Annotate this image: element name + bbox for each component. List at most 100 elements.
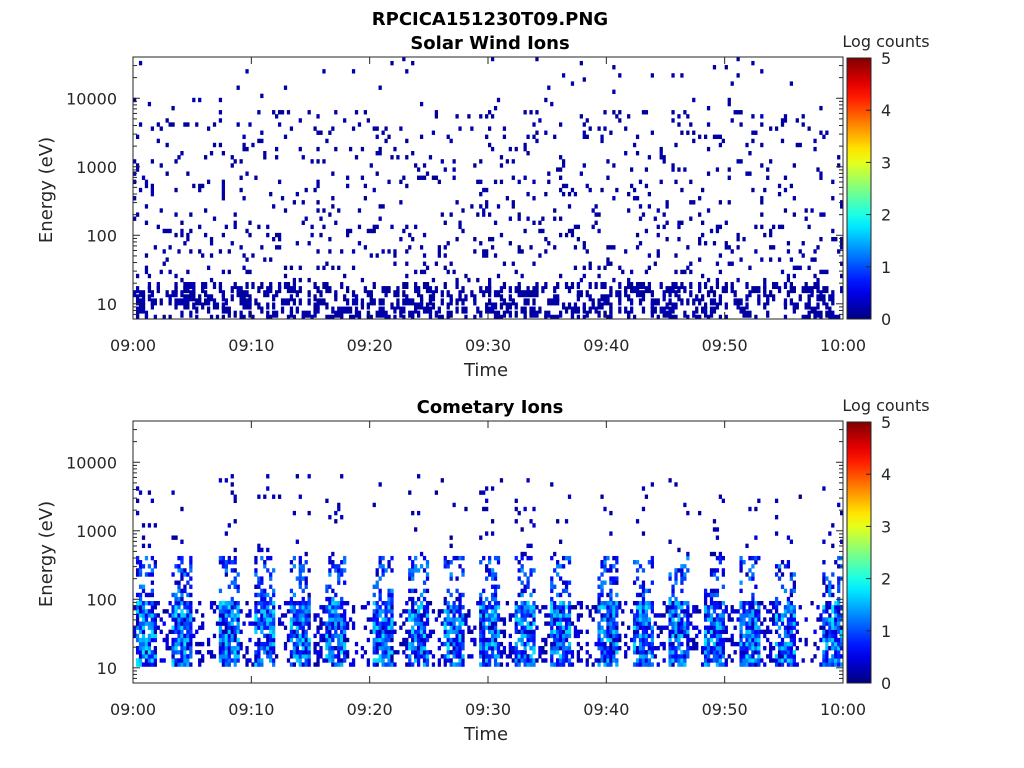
spectrogram-cell bbox=[745, 625, 749, 630]
spectrogram-cell bbox=[343, 658, 347, 663]
spectrogram-cell bbox=[292, 629, 297, 635]
spectrogram-cell bbox=[144, 204, 149, 209]
spectrogram-cell bbox=[813, 257, 817, 262]
spectrogram-cell bbox=[712, 65, 717, 70]
spectrogram-cell bbox=[141, 650, 146, 655]
spectrogram-cell bbox=[390, 662, 394, 667]
spectrogram-cell bbox=[141, 290, 146, 298]
spectrogram-cell bbox=[715, 641, 720, 647]
spectrogram-cell bbox=[292, 555, 297, 561]
spectrogram-cell bbox=[390, 633, 394, 639]
spectrogram-cell bbox=[576, 282, 581, 290]
spectrogram-cell bbox=[579, 290, 583, 298]
spectrogram-cell bbox=[547, 171, 551, 176]
spectrogram-cell bbox=[485, 306, 489, 314]
spectrogram-cell bbox=[325, 658, 329, 663]
spectrogram-cell bbox=[340, 282, 344, 290]
spectrogram-cell bbox=[260, 600, 264, 606]
spectrogram-cell bbox=[331, 126, 335, 131]
spectrogram-cell bbox=[618, 646, 622, 651]
spectrogram-cell bbox=[677, 662, 681, 667]
spectrogram-cell bbox=[600, 605, 604, 610]
spectrogram-cell bbox=[532, 310, 536, 318]
spectrogram-cell bbox=[532, 658, 536, 663]
spectrogram-cell bbox=[449, 662, 453, 667]
spectrogram-cell bbox=[230, 474, 234, 479]
spectrogram-cell bbox=[372, 629, 376, 635]
spectrogram-cell bbox=[585, 641, 589, 647]
spectrogram-cell bbox=[659, 625, 663, 630]
spectrogram-cell bbox=[609, 564, 613, 569]
spectrogram-cell bbox=[366, 228, 370, 234]
spectrogram-cell bbox=[618, 637, 622, 643]
spectrogram-cell bbox=[739, 560, 743, 565]
spectrogram-cell bbox=[792, 641, 796, 647]
spectrogram-cell bbox=[183, 588, 187, 594]
spectrogram-cell bbox=[354, 294, 359, 302]
spectrogram-cell bbox=[248, 310, 252, 318]
spectrogram-cell bbox=[384, 654, 388, 659]
spectrogram-cell bbox=[831, 637, 835, 643]
spectrogram-cell bbox=[277, 494, 282, 499]
spectrogram-cell bbox=[624, 306, 628, 314]
spectrogram-cell bbox=[550, 609, 554, 614]
spectrogram-cell bbox=[698, 212, 702, 217]
spectrogram-cell bbox=[774, 629, 779, 635]
spectrogram-cell bbox=[455, 654, 459, 659]
spectrogram-cell bbox=[384, 629, 388, 635]
spectrogram-cell bbox=[488, 560, 492, 565]
spectrogram-cell bbox=[813, 654, 817, 659]
spectrogram-cell bbox=[183, 617, 187, 622]
spectrogram-cell bbox=[712, 629, 717, 635]
spectrogram-cell bbox=[408, 633, 412, 639]
spectrogram-cell bbox=[712, 646, 717, 651]
spectrogram-cell bbox=[390, 658, 394, 663]
spectrogram-cell bbox=[422, 306, 427, 314]
spectrogram-cell bbox=[712, 298, 717, 306]
spectrogram-cell bbox=[564, 555, 569, 561]
spectrogram-cell bbox=[198, 650, 202, 655]
spectrogram-cell bbox=[520, 605, 524, 610]
spectrogram-cell bbox=[419, 298, 424, 306]
spectrogram-cell bbox=[718, 560, 723, 565]
spectrogram-cell bbox=[322, 658, 326, 663]
spectrogram-cell bbox=[458, 613, 462, 618]
spectrogram-cell bbox=[399, 306, 403, 314]
spectrogram-cell bbox=[810, 600, 814, 606]
spectrogram-cell bbox=[680, 187, 684, 193]
spectrogram-cell bbox=[493, 662, 498, 667]
spectrogram-cell bbox=[138, 592, 143, 598]
spectrogram-cell bbox=[715, 261, 720, 266]
spectrogram-cell bbox=[585, 118, 589, 123]
spectrogram-cell bbox=[189, 290, 193, 298]
spectrogram-cell bbox=[141, 605, 146, 610]
spectrogram-cell bbox=[189, 564, 193, 569]
spectrogram-cell bbox=[493, 584, 498, 589]
spectrogram-cell bbox=[331, 621, 335, 626]
colorbar-tick-label: 5 bbox=[881, 49, 891, 68]
spectrogram-cell bbox=[630, 609, 634, 614]
spectrogram-cell bbox=[792, 637, 796, 643]
spectrogram-cell bbox=[615, 613, 619, 618]
spectrogram-cell bbox=[724, 220, 728, 225]
spectrogram-cell bbox=[286, 282, 291, 290]
spectrogram-cell bbox=[718, 650, 723, 655]
spectrogram-cell bbox=[780, 662, 785, 667]
spectrogram-cell bbox=[348, 662, 353, 667]
spectrogram-cell bbox=[286, 314, 291, 319]
spectrogram-cell bbox=[526, 600, 530, 606]
spectrogram-cell bbox=[792, 625, 796, 630]
spectrogram-cell bbox=[245, 302, 249, 310]
spectrogram-cell bbox=[730, 633, 734, 639]
spectrogram-cell bbox=[304, 580, 308, 585]
spectrogram-cell bbox=[840, 654, 843, 659]
spectrogram-cell bbox=[180, 298, 184, 306]
spectrogram-cell bbox=[425, 609, 430, 614]
spectrogram-cell bbox=[532, 122, 536, 127]
spectrogram-cell bbox=[443, 564, 447, 569]
spectrogram-cell bbox=[316, 629, 320, 635]
spectrogram-cell bbox=[526, 555, 530, 561]
spectrogram-cell bbox=[828, 310, 832, 318]
spectrogram-cell bbox=[461, 617, 465, 622]
spectrogram-cell bbox=[147, 609, 152, 614]
